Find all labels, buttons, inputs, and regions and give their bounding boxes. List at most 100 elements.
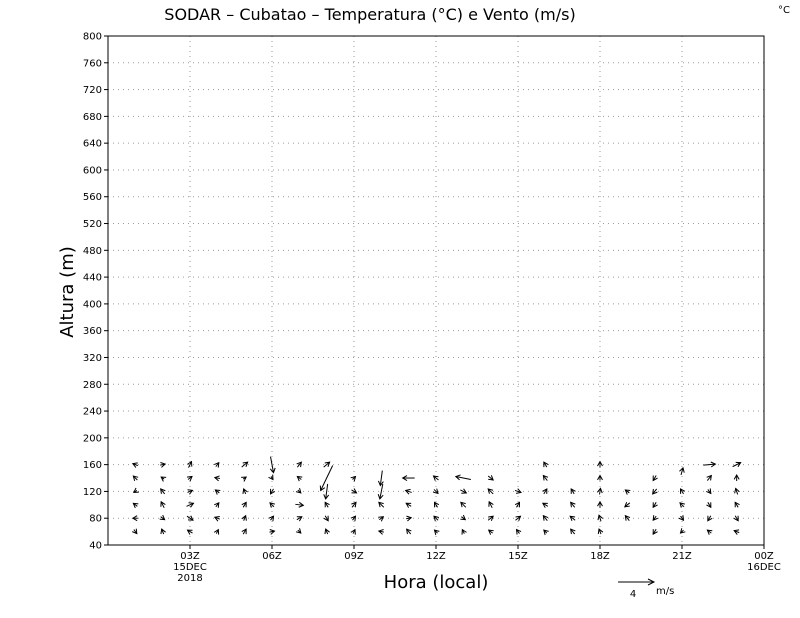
wind-vector-head (296, 516, 303, 522)
wind-vector (460, 488, 468, 494)
wind-vector-shaft (295, 503, 304, 506)
wind-vector-shaft (487, 488, 494, 495)
wind-vector (213, 516, 221, 522)
x-tick-label: 18Z (590, 551, 610, 562)
wind-vector (160, 462, 167, 468)
chart-title: SODAR – Cubatao – Temperatura (°C) e Ven… (164, 5, 575, 24)
wind-vector-head (597, 474, 603, 481)
wind-vector-shaft (378, 501, 385, 508)
wind-vector-head (241, 514, 247, 521)
wind-vector (597, 460, 603, 468)
wind-vector (596, 487, 603, 495)
y-tick-label: 520 (83, 219, 102, 230)
wind-vector (131, 515, 138, 522)
wind-vector-head (350, 475, 357, 482)
wind-vector-head (706, 502, 712, 509)
wind-vector-shaft (570, 528, 576, 535)
wind-vector-head (487, 529, 494, 535)
wind-vector-head (269, 502, 275, 508)
wind-vector (679, 466, 685, 475)
wind-vector (570, 528, 576, 535)
wind-vector-head (570, 501, 576, 508)
wind-vector-head (242, 487, 248, 494)
wind-vector-shaft (405, 489, 412, 493)
wind-vector (269, 488, 276, 495)
x-tick-label: 06Z (262, 551, 282, 562)
wind-vector-head (570, 528, 576, 535)
wind-vector (213, 528, 220, 535)
y-axis-label: Altura (m) (57, 246, 78, 338)
wind-vector-head (188, 502, 195, 508)
wind-vector-head (186, 475, 193, 482)
wind-vector-head (514, 501, 521, 508)
wind-vector (433, 501, 440, 508)
wind-vector (514, 501, 521, 508)
reference-vector: 4 m/s (618, 578, 674, 600)
wind-vector (570, 501, 576, 508)
wind-vector-head (461, 528, 467, 535)
wind-vector-head (132, 502, 139, 509)
y-tick-label: 240 (83, 407, 102, 418)
grid (108, 36, 764, 545)
wind-vector (515, 528, 522, 535)
wind-vector (652, 502, 658, 509)
wind-vector (323, 461, 331, 468)
wind-vector-head (160, 528, 166, 535)
wind-vector (542, 488, 548, 495)
wind-vector (433, 529, 440, 536)
wind-vector (268, 474, 274, 481)
y-tick-label: 640 (83, 139, 102, 150)
wind-vector-head (706, 488, 712, 495)
wind-vector (542, 474, 549, 481)
wind-vector-head (187, 460, 193, 467)
wind-vector (734, 501, 740, 508)
wind-vector-shaft (487, 515, 494, 521)
wind-vector (732, 461, 742, 468)
wind-vector (214, 489, 221, 495)
wind-vector (679, 528, 686, 534)
wind-vector-shaft (351, 502, 357, 508)
wind-vector-shaft (188, 461, 192, 468)
wind-vector (569, 515, 576, 522)
wind-vector (214, 461, 220, 468)
wind-vector-shaft (542, 515, 548, 522)
x-axis-label: Hora (local) (384, 572, 489, 593)
wind-vector-shaft (599, 488, 601, 495)
wind-vector-head (295, 528, 302, 534)
wind-vector (132, 528, 138, 535)
wind-vector-head (406, 515, 413, 522)
wind-vector-shaft (460, 489, 467, 494)
wind-vector (378, 516, 385, 522)
x-tick-label: 15Z (508, 551, 528, 562)
wind-vector (433, 488, 439, 495)
wind-vector (401, 475, 415, 481)
wind-vector (624, 489, 631, 495)
wind-vector-head (131, 462, 138, 468)
wind-vector-shaft (652, 488, 658, 495)
x-tick-date: 16DEC (747, 562, 781, 573)
wind-vector-head (652, 529, 658, 535)
wind-vector (377, 483, 384, 500)
wind-vector-shaft (323, 461, 330, 468)
wind-vector-head (679, 488, 686, 494)
wind-vector (160, 488, 166, 495)
y-tick-label: 120 (83, 487, 102, 498)
wind-vector (213, 475, 220, 482)
wind-vector-head (652, 475, 658, 482)
wind-vector (242, 487, 248, 495)
wind-vector-head (734, 487, 740, 494)
wind-vector (132, 475, 139, 481)
y-tick-label: 360 (83, 326, 102, 337)
wind-vector-head (707, 515, 713, 522)
wind-vector (460, 501, 467, 508)
wind-vector (186, 502, 195, 508)
wind-vector (131, 462, 139, 468)
wind-vector-head (541, 502, 548, 508)
wind-vector-shaft (732, 462, 741, 468)
wind-vector-head (542, 514, 549, 521)
y-tick-label: 80 (89, 514, 102, 525)
wind-vector-head (324, 501, 330, 508)
wind-vector (295, 528, 302, 534)
